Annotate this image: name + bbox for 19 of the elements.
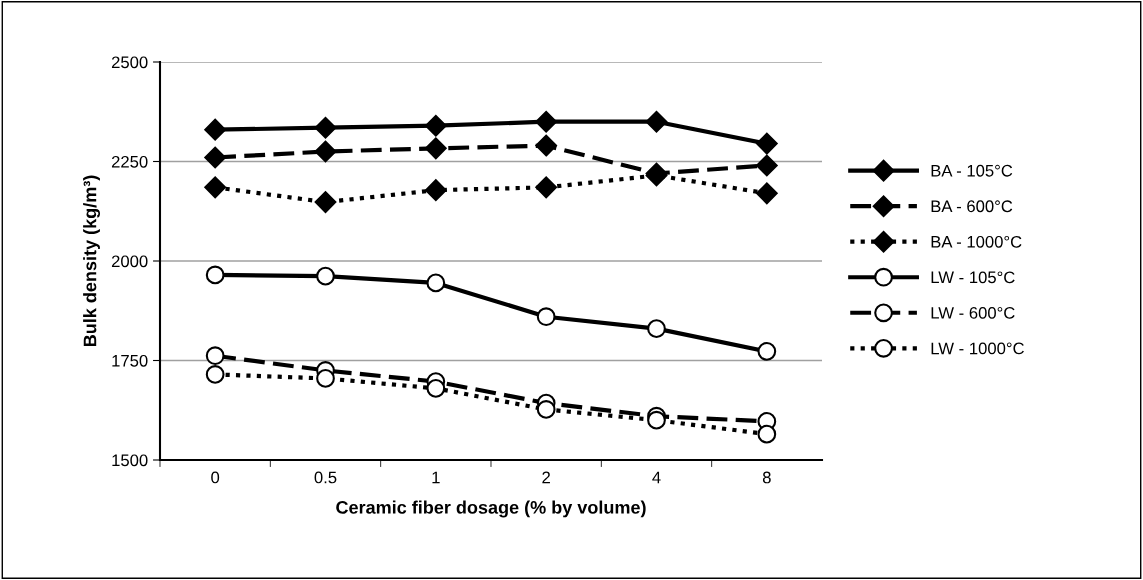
legend-label: BA - 105°C: [931, 164, 1013, 177]
x-tick-label: 1: [432, 471, 440, 484]
y-tick-label: 2000: [111, 255, 148, 268]
legend-label: BA - 1000°C: [931, 235, 1022, 248]
legend-label: LW - 1000°C: [931, 342, 1024, 355]
x-tick-label: 0.5: [314, 471, 337, 484]
y-axis-title: Bulk density (kg/m³): [83, 175, 101, 347]
y-tick-label: 2500: [111, 56, 148, 69]
x-tick-label: 2: [542, 471, 550, 484]
x-tick-label: 0: [211, 471, 220, 484]
y-tick-label: 2250: [111, 155, 148, 168]
x-axis-title: Ceramic fiber dosage (% by volume): [336, 500, 646, 518]
x-tick-label: 8: [762, 471, 771, 484]
legend-label: LW - 105°C: [931, 271, 1015, 284]
y-tick-label: 1500: [112, 454, 148, 467]
legend-label: LW - 600°C: [931, 306, 1015, 319]
legend-label: BA - 600°C: [931, 200, 1013, 213]
y-tick-label: 1750: [112, 354, 148, 367]
x-tick-label: 4: [652, 471, 661, 484]
